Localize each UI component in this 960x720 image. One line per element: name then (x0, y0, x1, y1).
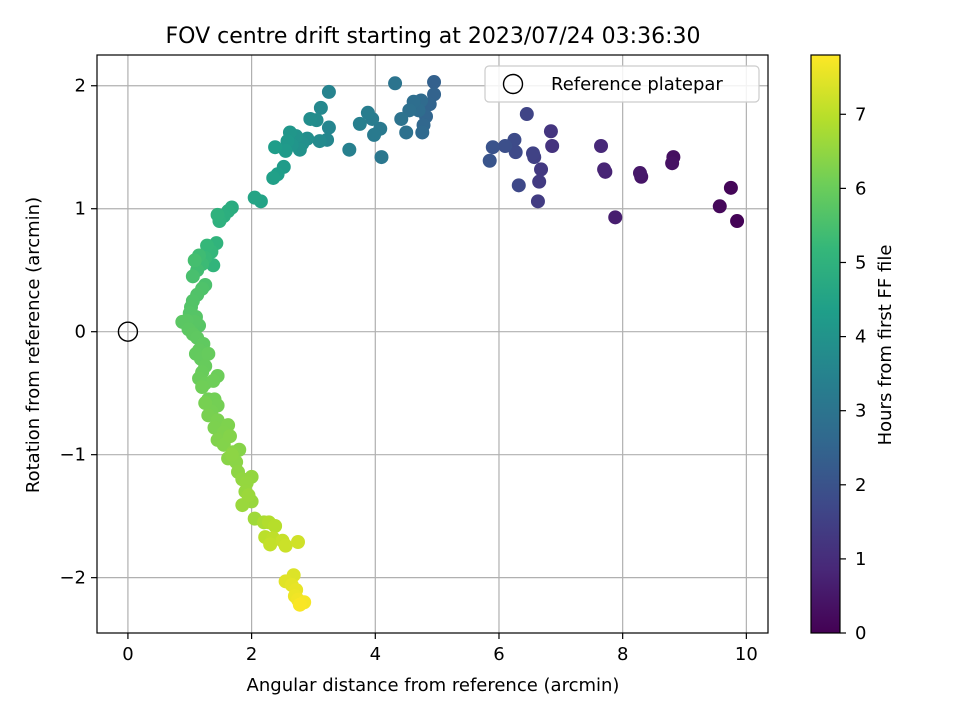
plot-grid (97, 55, 768, 633)
data-point (195, 380, 210, 395)
data-point (198, 396, 213, 411)
data-point (394, 111, 409, 126)
legend: Reference platepar (484, 65, 760, 103)
data-point (519, 107, 534, 122)
colorbar: 0 1 2 3 4 5 6 7 (810, 54, 866, 644)
data-point (268, 519, 283, 534)
data-point (206, 373, 221, 388)
y-tick-label: 0 (75, 322, 86, 343)
y-tick-label: 2 (75, 76, 86, 97)
y-tick-label: 1 (75, 199, 86, 220)
y-tick-label: −2 (59, 568, 86, 589)
data-point (482, 153, 497, 168)
data-point (712, 199, 727, 214)
data-point (399, 125, 414, 140)
data-point (508, 145, 523, 160)
data-point (303, 111, 318, 126)
colorbar-gradient (810, 54, 841, 634)
y-axis-ticks: −2 −1 0 1 2 (59, 76, 97, 589)
data-point (263, 537, 278, 552)
reference-platepar-point (117, 321, 139, 342)
plot-area-frame (96, 54, 769, 634)
data-point (665, 156, 680, 171)
data-point (730, 214, 745, 229)
data-point (594, 139, 609, 154)
data-point (415, 125, 430, 140)
data-point (545, 139, 560, 154)
data-point (313, 100, 328, 115)
data-point (321, 84, 336, 99)
data-point (278, 538, 293, 553)
legend-label-reference: Reference platepar (551, 74, 723, 95)
x-axis-label: Angular distance from reference (arcmin) (247, 675, 620, 696)
data-point (374, 150, 389, 165)
x-tick-label: 4 (370, 644, 381, 665)
data-point (367, 127, 382, 142)
data-point (543, 124, 558, 139)
data-point (525, 146, 540, 161)
data-point (498, 139, 513, 154)
data-point (201, 346, 216, 361)
x-axis-ticks: 0 2 4 6 8 10 (122, 633, 758, 665)
data-point (485, 140, 500, 155)
legend-box (484, 65, 760, 103)
x-tick-label: 10 (735, 644, 758, 665)
chart-title: FOV centre drift starting at 2023/07/24 … (166, 24, 701, 49)
x-tick-label: 8 (617, 644, 628, 665)
data-point (427, 75, 442, 90)
data-point (210, 207, 225, 222)
data-point (632, 166, 647, 181)
colorbar-label: Hours from first FF file (875, 245, 896, 446)
data-point (321, 120, 336, 135)
colorbar-tick-label: 5 (855, 252, 866, 273)
data-point (352, 116, 367, 131)
data-point (534, 162, 549, 177)
data-point (723, 180, 738, 195)
colorbar-tick-label: 7 (855, 104, 866, 125)
data-point (360, 105, 375, 120)
data-point (247, 190, 262, 205)
y-tick-label: −1 (59, 445, 86, 466)
colorbar-tick-label: 3 (855, 401, 866, 422)
x-tick-label: 0 (122, 644, 133, 665)
data-point (200, 238, 215, 253)
data-point (278, 143, 293, 158)
data-point (608, 210, 623, 225)
y-axis-label: Rotation from reference (arcmin) (23, 197, 44, 493)
x-tick-label: 2 (246, 644, 257, 665)
data-point (388, 76, 403, 91)
data-point (511, 178, 526, 193)
data-point (342, 142, 357, 157)
data-point (185, 269, 200, 284)
colorbar-tick-label: 4 (855, 327, 866, 348)
colorbar-tick-label: 2 (855, 475, 866, 496)
data-point (187, 253, 202, 268)
colorbar-tick-label: 0 (855, 623, 866, 644)
data-point (290, 534, 305, 549)
data-point (597, 162, 612, 177)
x-tick-label: 6 (493, 644, 504, 665)
data-point (266, 170, 281, 185)
plot-points (117, 75, 745, 612)
data-point (241, 488, 256, 503)
data-point (530, 194, 545, 209)
data-point (224, 447, 239, 462)
colorbar-tick-label: 6 (855, 178, 866, 199)
colorbar-tick-label: 1 (855, 549, 866, 570)
data-point (268, 140, 283, 155)
data-point (532, 174, 547, 189)
plot-frame (96, 54, 769, 634)
legend-marker-reference (502, 73, 524, 95)
data-point (312, 134, 327, 149)
data-point (292, 597, 307, 612)
data-point (222, 429, 237, 444)
